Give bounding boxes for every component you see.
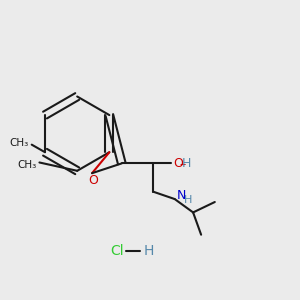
Text: H: H (184, 195, 192, 205)
Text: CH₃: CH₃ (17, 160, 36, 170)
Text: –: – (179, 158, 186, 171)
Text: O: O (88, 174, 98, 187)
Text: O: O (173, 157, 183, 169)
Text: H: H (143, 244, 154, 258)
Text: H: H (182, 157, 191, 170)
Text: CH₃: CH₃ (9, 139, 28, 148)
Text: Cl: Cl (110, 244, 124, 258)
Text: N: N (177, 189, 186, 202)
